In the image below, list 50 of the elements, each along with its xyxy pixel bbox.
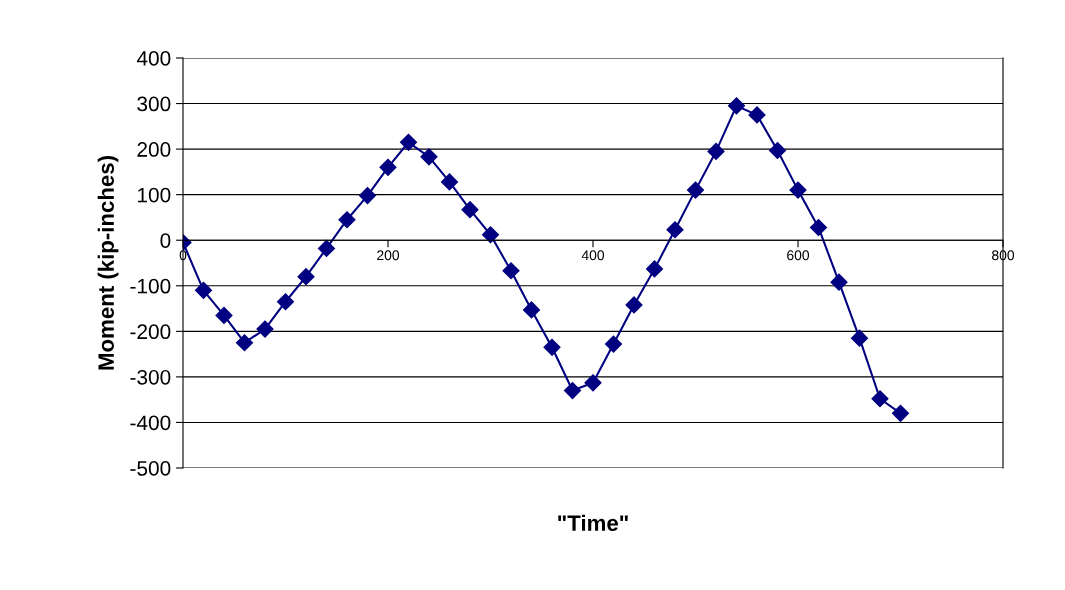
x-tick-label: 400 (581, 250, 605, 261)
point (830, 273, 848, 291)
point (338, 211, 356, 229)
point (379, 158, 397, 176)
point (215, 306, 233, 324)
point (522, 301, 541, 319)
point (666, 221, 684, 239)
point (543, 338, 561, 356)
x-tick-label: 600 (787, 250, 810, 261)
y-tick-label: 100 (138, 187, 171, 203)
point (727, 97, 746, 115)
point (317, 239, 336, 257)
y-tick-label: -500 (130, 461, 171, 476)
point (502, 262, 520, 280)
y-tick-label: -400 (130, 415, 171, 431)
point (358, 187, 377, 205)
point (789, 181, 807, 199)
point (276, 293, 295, 311)
point (297, 268, 315, 286)
point (399, 133, 418, 151)
point (707, 142, 725, 160)
point (748, 106, 766, 124)
y-tick-label: 200 (137, 142, 171, 157)
point (891, 404, 910, 422)
y-axis-title: Moment (kip-inches) (97, 156, 119, 370)
point (481, 226, 500, 244)
point (256, 320, 274, 338)
point (461, 201, 479, 219)
point (645, 260, 664, 278)
y-tick-label: 400 (136, 51, 171, 66)
x-tick-label: 200 (377, 250, 400, 261)
y-tick-label: -300 (130, 369, 171, 385)
point (194, 281, 213, 299)
y-tick-label: -100 (130, 278, 171, 294)
point (768, 141, 787, 160)
point (625, 296, 643, 314)
point (420, 148, 438, 166)
point (584, 374, 602, 392)
x-axis-title: "Time" (558, 514, 628, 531)
point (850, 329, 869, 347)
point (809, 218, 828, 237)
y-tick-label: -200 (130, 324, 171, 340)
point (563, 382, 582, 400)
point (871, 390, 889, 408)
point (604, 335, 623, 353)
point (440, 173, 459, 191)
point (686, 181, 705, 199)
point (235, 334, 254, 352)
y-tick-label: 0 (160, 233, 171, 248)
y-tick-label: 300 (137, 96, 171, 112)
